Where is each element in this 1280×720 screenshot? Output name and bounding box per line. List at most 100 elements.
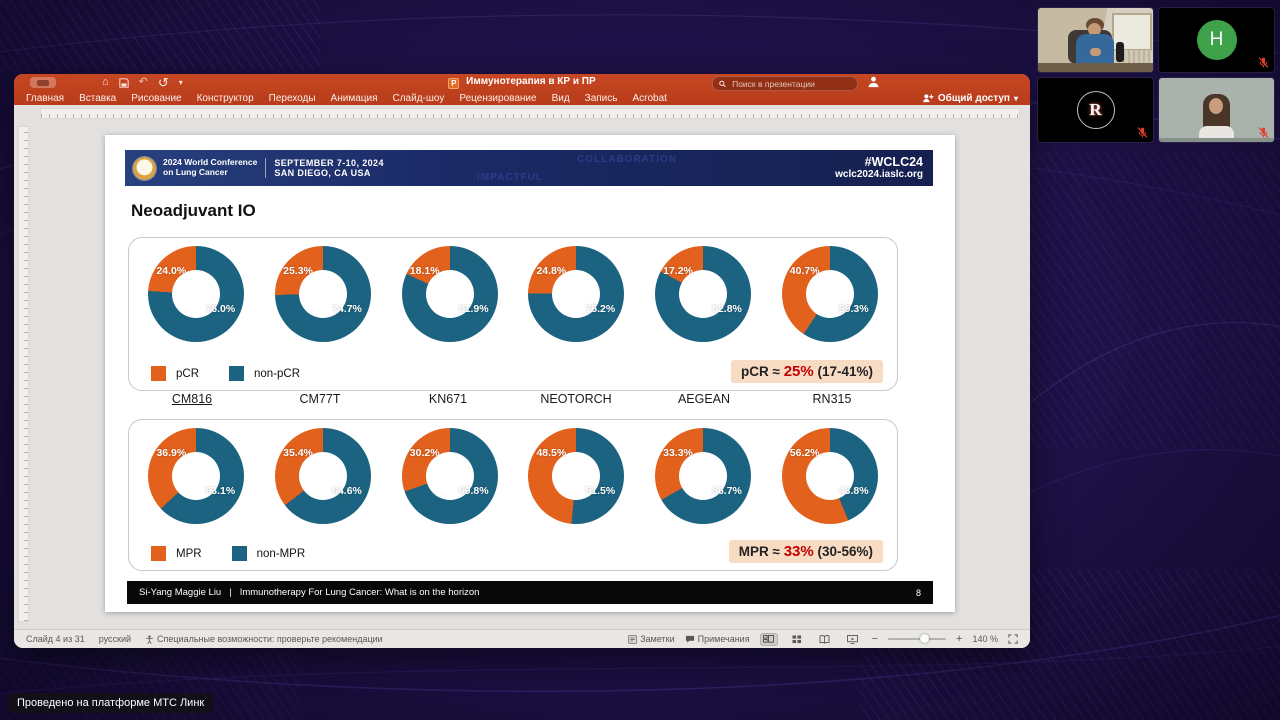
donut-MPR-RN315[interactable]: 56.2% 43.8% <box>766 420 893 532</box>
zoom-level[interactable]: 140 % <box>972 634 998 644</box>
platform-badge: Проведено на платформе МТС Линк <box>8 693 214 713</box>
powerpoint-ribbon: ⌂ ↶ ↺ ▾ P Иммунотерапия в КР и ПР Главн <box>14 74 1030 105</box>
ribbon-tab-6[interactable]: Анимация <box>330 92 378 104</box>
powerpoint-window: ⌂ ↶ ↺ ▾ P Иммунотерапия в КР и ПР Главн <box>14 74 1030 648</box>
search-icon <box>719 80 726 87</box>
donut-pCR-RN315[interactable]: 40.7% 59.3% <box>766 238 893 350</box>
slide-sorter-view-button[interactable] <box>788 633 806 646</box>
zoom-out-button[interactable]: − <box>871 633 879 645</box>
powerpoint-app-icon: P <box>448 78 460 89</box>
footer-page-number: 8 <box>915 587 921 598</box>
banner-website: wclc2024.iaslc.org <box>835 169 923 181</box>
ribbon-tab-9[interactable]: Вид <box>551 92 570 104</box>
donut-MPR-AEGEAN[interactable]: 33.3% 66.7% <box>640 420 767 532</box>
accessibility-status[interactable]: Специальные возможности: проверьте реком… <box>145 634 383 644</box>
search-input[interactable] <box>730 77 851 90</box>
donut-pCR-KN671[interactable]: 18.1% 81.9% <box>386 238 513 350</box>
comments-button[interactable]: Примечания <box>685 634 750 644</box>
zoom-in-button[interactable]: + <box>956 633 963 645</box>
donut-MPR-NEOTORCH[interactable]: 48.5% 51.5% <box>513 420 640 532</box>
participant-video-tile-3[interactable]: R <box>1038 78 1153 142</box>
slide-canvas[interactable]: 2024 World Conference on Lung Cancer SEP… <box>105 135 955 612</box>
legend-item-non-pCR: non-pCR <box>229 366 300 381</box>
ribbon-tab-3[interactable]: Рисование <box>131 92 182 104</box>
notes-button[interactable]: Заметки <box>628 634 675 644</box>
normal-view-button[interactable] <box>759 632 778 646</box>
legend-item-pCR: pCR <box>151 366 199 381</box>
ribbon-tab-1[interactable]: Главная <box>26 92 65 104</box>
study-label-CM77T: CM77T <box>299 392 341 406</box>
ribbon-tab-2[interactable]: Вставка <box>79 92 117 104</box>
ribbon-tabs: Главная Вставка Рисование Конструктор Перехо… <box>26 93 667 104</box>
accessibility-icon <box>146 634 153 644</box>
banner-date: SEPTEMBER 7-10, 2024 <box>274 157 384 168</box>
slide-footer: Si-Yang Maggie Liu | Immunotherapy For L… <box>127 581 933 604</box>
notes-icon <box>628 634 637 644</box>
banner-watermark: COLLABORATION <box>577 154 678 165</box>
banner-divider <box>265 158 267 178</box>
study-label-AEGEAN: AEGEAN <box>677 392 731 406</box>
slide-counter[interactable]: Слайд 4 из 31 <box>26 634 85 644</box>
banner-location: SAN DIEGO, CA USA <box>274 168 371 178</box>
zoom-slider-knob[interactable] <box>920 634 930 643</box>
donut-MPR-CM77T[interactable]: 35.4% 64.6% <box>260 420 387 532</box>
slide-sorter-icon <box>792 634 801 643</box>
comments-icon <box>685 635 694 643</box>
participant-video-tile-1[interactable] <box>1038 8 1153 72</box>
ribbon-tab-10[interactable]: Запись <box>584 92 618 104</box>
pcr-donut-row: 24.0% 76.0% 25.3% 74.7% 18.1% 81.9% 24.8% 75.2%… <box>133 238 893 350</box>
ribbon-tab-5[interactable]: Переходы <box>268 92 316 104</box>
legend-item-MPR: MPR <box>151 546 202 561</box>
presenter-icon[interactable] <box>867 75 880 88</box>
zoom-slider[interactable] <box>888 634 947 643</box>
ribbon-tab-8[interactable]: Рецензирование <box>459 92 537 104</box>
ribbon-tab-4[interactable]: Конструктор <box>196 92 254 104</box>
normal-view-icon <box>763 634 774 643</box>
study-label-NEOTORCH: NEOTORCH <box>540 392 612 406</box>
footer-author: Si-Yang Maggie Liu <box>139 587 222 598</box>
banner-hashtag: #WCLC24 <box>864 155 923 170</box>
participant-video-tile-4[interactable] <box>1159 78 1274 142</box>
mpr-donut-row: 36.9% 63.1% 35.4% 64.6% 30.2% 69.8% 48.5% 51.5%… <box>133 420 893 532</box>
participant-video-tile-2[interactable]: H <box>1159 8 1274 72</box>
pcr-summary-annotation: pCR ≈ 25% (17-41%) <box>731 360 883 383</box>
search-box[interactable] <box>712 76 858 91</box>
slideshow-icon <box>847 634 858 644</box>
donut-pCR-AEGEAN[interactable]: 17.2% 82.8% <box>640 238 767 350</box>
banner-conference-line2: on Lung Cancer <box>163 167 228 177</box>
study-label-CM816: CM816 <box>171 392 213 406</box>
donut-pCR-NEOTORCH[interactable]: 24.8% 75.2% <box>513 238 640 350</box>
footer-talk-title: Immunotherapy For Lung Cancer: What is o… <box>239 587 480 598</box>
fit-slide-button[interactable] <box>1008 634 1018 644</box>
wclc-logo-icon <box>133 156 156 180</box>
slideshow-view-button[interactable] <box>844 633 862 646</box>
ribbon-tab-7[interactable]: Слайд-шоу <box>392 92 445 104</box>
pcr-legend: pCR non-pCR <box>151 366 300 381</box>
donut-MPR-KN671[interactable]: 30.2% 69.8% <box>386 420 513 532</box>
footer-separator: | <box>229 587 232 598</box>
share-button[interactable]: Общий доступ ▾ <box>922 93 1018 104</box>
chevron-down-icon: ▾ <box>1013 93 1018 103</box>
donut-pCR-CM77T[interactable]: 25.3% 74.7% <box>260 238 387 350</box>
horizontal-ruler <box>40 108 1020 119</box>
legend-item-non-MPR: non-MPR <box>231 546 305 561</box>
fit-to-window-icon <box>1008 634 1018 644</box>
ribbon-tab-11[interactable]: Acrobat <box>632 92 667 104</box>
study-labels-row: CM816 CM77T KN671 NEOTORCH AEGEAN RN315 <box>128 392 896 406</box>
slide-title[interactable]: Neoadjuvant IO <box>131 201 256 220</box>
avatar-initial: H <box>1196 20 1237 60</box>
mpr-legend: MPR non-MPR <box>151 546 305 561</box>
powerpoint-statusbar: Слайд 4 из 31 русский Специальные возмож… <box>14 629 1030 648</box>
mic-muted-icon <box>1258 57 1269 68</box>
language-indicator[interactable]: русский <box>98 634 132 644</box>
donut-pCR-CM816[interactable]: 24.0% 76.0% <box>133 238 260 350</box>
mpr-summary-annotation: MPR ≈ 33% (30-56%) <box>728 540 883 563</box>
reading-view-icon <box>819 634 830 644</box>
wclc-banner[interactable]: 2024 World Conference on Lung Cancer SEP… <box>125 150 933 186</box>
pcr-chart-panel[interactable]: 24.0% 76.0% 25.3% 74.7% 18.1% 81.9% 24.8% 75.2%… <box>128 237 898 391</box>
donut-MPR-CM816[interactable]: 36.9% 63.1% <box>133 420 260 532</box>
vertical-ruler <box>18 126 29 622</box>
mpr-chart-panel[interactable]: 36.9% 63.1% 35.4% 64.6% 30.2% 69.8% 48.5% 51.5%… <box>128 419 898 571</box>
reading-view-button[interactable] <box>816 633 834 646</box>
study-label-RN315: RN315 <box>812 392 852 406</box>
